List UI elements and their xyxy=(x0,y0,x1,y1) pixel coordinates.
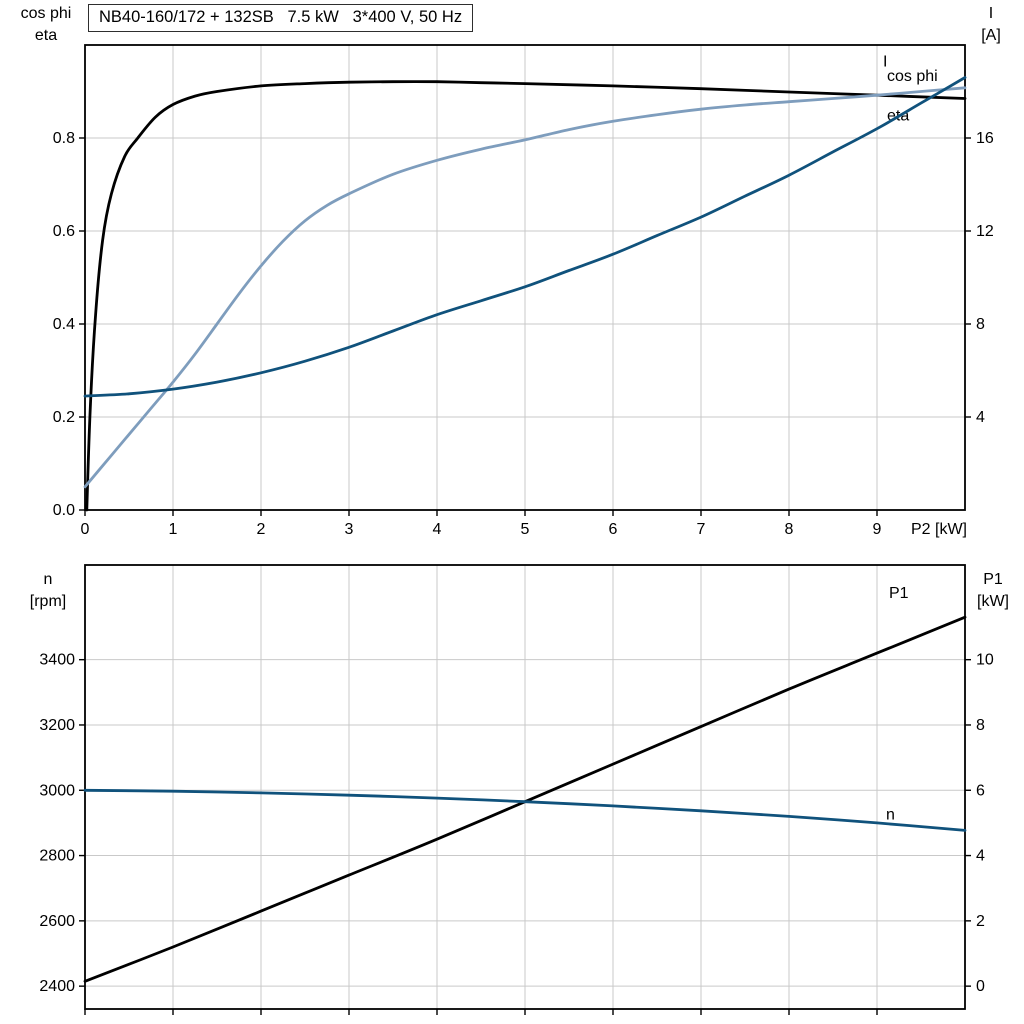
left-tick-label: 0.6 xyxy=(53,223,75,240)
x-tick-label: 8 xyxy=(785,521,794,538)
left-axis-title: eta xyxy=(35,27,57,44)
curve-label-I: I xyxy=(883,54,887,71)
x-tick-label: 7 xyxy=(697,521,706,538)
right-tick-label: 10 xyxy=(976,652,994,669)
left-tick-label: 2400 xyxy=(39,978,75,995)
right-tick-label: 16 xyxy=(976,130,994,147)
right-tick-label: 6 xyxy=(976,782,985,799)
left-tick-label: 3000 xyxy=(39,782,75,799)
left-axis-title: cos phi xyxy=(21,5,72,22)
left-tick-label: 0.8 xyxy=(53,130,75,147)
curve-label-cos-phi: cos phi xyxy=(887,68,938,85)
left-tick-label: 0.2 xyxy=(53,409,75,426)
left-tick-label: 2600 xyxy=(39,913,75,930)
chart-title-box: NB40-160/172 + 132SB 7.5 kW 3*400 V, 50 … xyxy=(88,4,474,32)
right-axis-title: [A] xyxy=(981,27,1001,44)
curve-n xyxy=(83,788,967,832)
x-tick-label: 1 xyxy=(169,521,178,538)
curve-label-n: n xyxy=(886,806,895,823)
curve-label-P1: P1 xyxy=(889,585,909,602)
curve-eta xyxy=(85,80,967,512)
left-tick-label: 3200 xyxy=(39,717,75,734)
right-tick-label: 12 xyxy=(976,223,994,240)
x-tick-label: 6 xyxy=(609,521,618,538)
left-tick-label: 0.4 xyxy=(53,316,75,333)
right-tick-label: 4 xyxy=(976,409,985,426)
x-tick-label: 2 xyxy=(257,521,266,538)
curve-I xyxy=(83,76,967,398)
x-axis-title: P2 [kW] xyxy=(911,521,967,538)
right-axis-title: P1 xyxy=(983,571,1003,588)
left-tick-label: 2800 xyxy=(39,848,75,865)
left-axis-title: [rpm] xyxy=(30,593,66,610)
x-tick-label: 9 xyxy=(873,521,882,538)
x-tick-label: 4 xyxy=(433,521,442,538)
right-tick-label: 0 xyxy=(976,978,985,995)
right-tick-label: 8 xyxy=(976,316,985,333)
right-tick-label: 4 xyxy=(976,848,985,865)
right-axis-title: [kW] xyxy=(977,593,1009,610)
left-axis-title: n xyxy=(44,571,53,588)
x-tick-label: 3 xyxy=(345,521,354,538)
curve-cos-phi xyxy=(83,86,967,489)
x-tick-label: 0 xyxy=(81,521,90,538)
left-tick-label: 0.0 xyxy=(53,502,75,519)
x-tick-label: 5 xyxy=(521,521,530,538)
right-tick-label: 8 xyxy=(976,717,985,734)
right-tick-label: 2 xyxy=(976,913,985,930)
left-tick-label: 3400 xyxy=(39,652,75,669)
right-axis-title: I xyxy=(989,5,993,22)
